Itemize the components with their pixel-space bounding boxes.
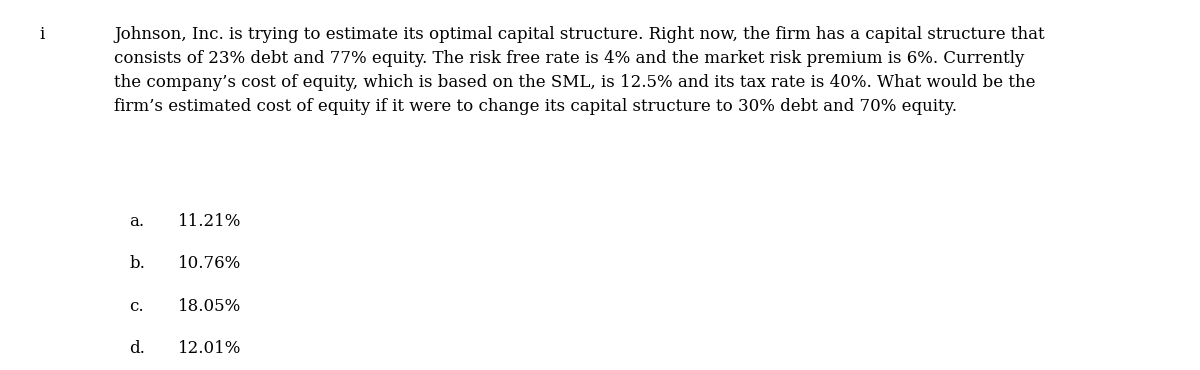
Text: 11.21%: 11.21%	[178, 213, 241, 230]
Text: b.: b.	[130, 255, 145, 272]
Text: 18.05%: 18.05%	[178, 298, 241, 315]
Text: Johnson, Inc. is trying to estimate its optimal capital structure. Right now, th: Johnson, Inc. is trying to estimate its …	[114, 26, 1045, 115]
Text: a.: a.	[130, 213, 145, 230]
Text: i: i	[40, 26, 44, 43]
Text: c.: c.	[130, 298, 144, 315]
Text: 12.01%: 12.01%	[178, 340, 241, 357]
Text: 10.76%: 10.76%	[178, 255, 241, 272]
Text: d.: d.	[130, 340, 145, 357]
